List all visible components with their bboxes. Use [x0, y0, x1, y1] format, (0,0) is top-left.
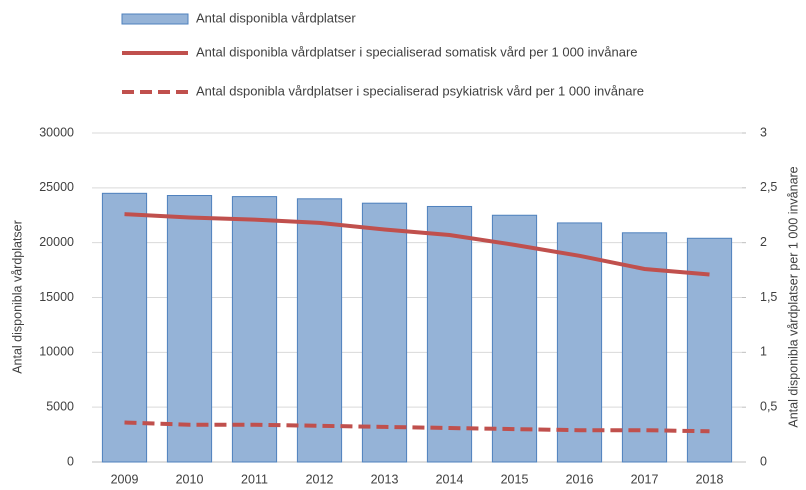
- y-axis-title: Antal disponibla vårdplatser: [10, 220, 24, 374]
- x-tick-label: 2012: [306, 472, 334, 486]
- y-tick-label: 30000: [39, 125, 74, 139]
- y2-tick-label: 2: [760, 235, 767, 249]
- x-tick-label: 2018: [696, 472, 724, 486]
- y2-tick-label: 0: [760, 454, 767, 468]
- legend-label: Antal disponibla vårdplatser: [196, 10, 356, 25]
- legend-label: Antal disponibla vårdplatser i specialis…: [196, 44, 638, 59]
- bar: [166, 195, 213, 463]
- bar: [101, 192, 148, 463]
- x-tick-label: 2014: [436, 472, 464, 486]
- x-tick-label: 2011: [241, 472, 268, 486]
- y2-tick-label: 3: [760, 125, 767, 139]
- x-tick-label: 2010: [176, 472, 204, 486]
- y-tick-label: 25000: [39, 180, 74, 194]
- bar: [426, 205, 473, 463]
- line: [124, 420, 710, 434]
- x-tick-label: 2009: [111, 472, 139, 486]
- line: [124, 212, 710, 277]
- bar: [231, 196, 278, 463]
- bar: [296, 198, 343, 463]
- y2-axis-title: Antal disponibla vårdplatser per 1 000 i…: [786, 166, 800, 427]
- y-tick-label: 15000: [39, 290, 74, 304]
- bar: [686, 237, 733, 463]
- y2-tick-label: 1,5: [760, 290, 777, 304]
- bar: [361, 202, 408, 463]
- y-tick-label: 20000: [39, 235, 74, 249]
- y-tick-label: 5000: [46, 399, 74, 413]
- legend-label: Antal dsponibla vårdplatser i specialise…: [196, 83, 644, 98]
- y-tick-label: 10000: [39, 345, 74, 359]
- x-tick-label: 2017: [631, 472, 659, 486]
- y2-tick-label: 2,5: [760, 180, 777, 194]
- bar: [556, 222, 603, 463]
- x-tick-label: 2015: [501, 472, 529, 486]
- legend-swatch: [121, 13, 189, 25]
- x-tick-label: 2016: [566, 472, 594, 486]
- y2-tick-label: 1: [760, 345, 767, 359]
- x-tick-label: 2013: [371, 472, 399, 486]
- y-tick-label: 0: [67, 454, 74, 468]
- y2-tick-label: 0,5: [760, 399, 777, 413]
- bar: [491, 214, 538, 463]
